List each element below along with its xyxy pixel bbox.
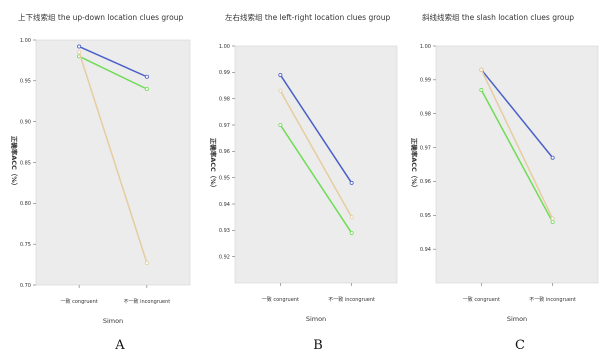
panel-letter-c: C xyxy=(515,338,525,353)
chart-c: 0.94 0.95 0.96 0.97 0.98 0.99 1.00 一致 congruent… xyxy=(410,44,599,323)
series-line-1 xyxy=(279,74,353,184)
series-point-3 xyxy=(77,50,82,55)
y-tick-label: 0.98 xyxy=(219,96,230,102)
series-point-3 xyxy=(349,215,354,220)
y-tick-label: 0.92 xyxy=(219,254,230,260)
series-line-2 xyxy=(279,124,353,234)
y-tick-label: 0.90 xyxy=(20,119,31,125)
x-tick-label: 一致 congruent xyxy=(463,296,500,303)
chart-b: 0.92 0.93 0.94 0.95 0.96 0.97 0.98 0.99 1.00 一致 c… xyxy=(209,44,398,323)
chart-title-a: 上下线索组 the up-down location clues group xyxy=(18,13,184,22)
panel-c: 斜线线索组 the slash location clues group 0.9… xyxy=(410,0,604,340)
series-point-1 xyxy=(349,180,354,185)
series-line-2 xyxy=(480,89,554,223)
series-point-3 xyxy=(479,67,484,72)
y-tick-label: 0.98 xyxy=(420,112,431,118)
y-axis-label: 正确率ACC（%） xyxy=(209,138,218,192)
y-tick-label: 1.00 xyxy=(20,38,31,44)
series-point-1 xyxy=(144,74,149,79)
series-line-3 xyxy=(279,90,353,218)
y-tick-label: 0.99 xyxy=(219,70,230,76)
series-line-1 xyxy=(78,45,148,78)
plot-area xyxy=(234,45,398,284)
series-point-2 xyxy=(550,220,555,225)
panel-letter-a: A xyxy=(115,338,125,353)
y-tick-label: 0.95 xyxy=(420,213,431,219)
chart-a: 0.70 0.75 0.80 0.85 0.90 0.95 1.00 一致 congruent… xyxy=(10,38,191,325)
x-tick-label: 不一致 incongruent xyxy=(529,296,576,303)
x-tick-label: 不一致 incongruent xyxy=(328,296,375,303)
chart-title-c: 斜线线索组 the slash location clues group xyxy=(422,13,574,22)
x-tick-label: 一致 congruent xyxy=(262,296,299,303)
y-tick-label: 0.97 xyxy=(420,145,431,151)
x-axis-label: Simon xyxy=(103,317,123,325)
y-tick-label: 0.96 xyxy=(420,179,431,185)
y-tick-label: 0.96 xyxy=(219,149,230,155)
y-tick-label: 0.75 xyxy=(20,242,31,248)
y-axis-label: 正确率ACC（%） xyxy=(410,138,419,192)
y-axis-label: 正确率ACC（%） xyxy=(10,136,19,190)
y-tick-label: 1.00 xyxy=(420,44,431,50)
panel-a: 上下线索组 the up-down location clues group 0… xyxy=(0,0,200,340)
series-line-3 xyxy=(78,52,148,264)
series-line-3 xyxy=(480,69,554,219)
series-point-1 xyxy=(77,44,82,49)
panel-letter-b: B xyxy=(313,338,323,353)
y-tick-label: 0.95 xyxy=(219,175,230,181)
y-tick-label: 0.95 xyxy=(20,79,31,85)
y-tick-label: 0.94 xyxy=(219,202,230,208)
series-point-2 xyxy=(278,123,283,128)
series-point-3 xyxy=(278,88,283,93)
y-tick-label: 0.94 xyxy=(420,247,431,253)
series-point-1 xyxy=(550,155,555,160)
x-axis-label: Simon xyxy=(507,315,527,323)
x-tick-label: 不一致 incongruent xyxy=(124,298,171,305)
plot-area xyxy=(435,45,599,284)
series-point-2 xyxy=(479,88,484,93)
y-tick-label: 0.97 xyxy=(219,123,230,129)
y-tick-label: 0.85 xyxy=(20,160,31,166)
series-point-3 xyxy=(144,260,149,265)
x-axis-label: Simon xyxy=(306,315,326,323)
series-point-2 xyxy=(144,87,149,92)
series-line-2 xyxy=(78,55,148,90)
y-tick-label: 0.99 xyxy=(420,78,431,84)
y-tick-label: 1.00 xyxy=(219,44,230,50)
x-tick-label: 一致 congruent xyxy=(61,298,98,305)
panel-b: 左右线索组 the left-right location clues grou… xyxy=(205,0,405,340)
series-point-2 xyxy=(349,230,354,235)
series-point-3 xyxy=(550,216,555,221)
plot-area xyxy=(35,39,191,286)
chart-title-b: 左右线索组 the left-right location clues grou… xyxy=(225,13,391,22)
y-tick-label: 0.80 xyxy=(20,201,31,207)
series-line-1 xyxy=(480,69,554,159)
y-tick-label: 0.70 xyxy=(20,283,31,289)
y-tick-label: 0.93 xyxy=(219,228,230,234)
series-point-1 xyxy=(278,72,283,77)
